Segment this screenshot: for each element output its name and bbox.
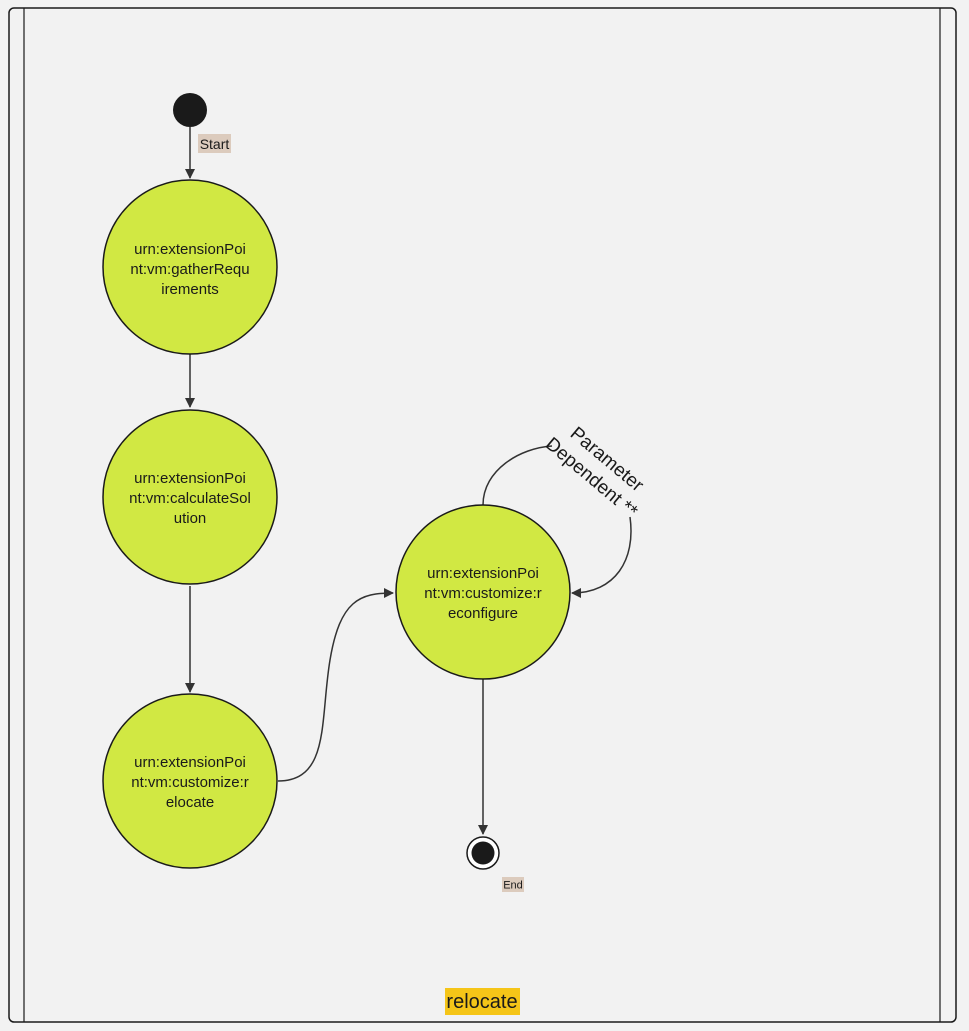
end-label: End	[503, 880, 523, 892]
node-calculate-solution-line-2: nt:vm:calculateSol	[129, 490, 251, 507]
node-customize-reconfigure-line-1: urn:extensionPoi	[427, 565, 539, 582]
start-circle	[173, 93, 207, 127]
node-customize-relocate-circle	[102, 693, 278, 869]
node-customize-relocate-line-3: elocate	[166, 794, 214, 811]
node-customize-reconfigure-line-2: nt:vm:customize:r	[424, 585, 542, 602]
edge-reconfigure-self-loop	[482, 445, 632, 593]
end-inner-dot	[471, 841, 495, 865]
frame-title-text: relocate	[446, 991, 517, 1013]
node-gather-requirements-line-1: urn:extensionPoi	[134, 241, 246, 258]
node-customize-reconfigure: urn:extensionPoi nt:vm:customize:r econf…	[395, 504, 571, 680]
edges	[185, 127, 632, 835]
end-node: End	[466, 836, 524, 892]
start-label: Start	[200, 136, 230, 152]
end-label-bg	[502, 877, 524, 892]
edge-relocate-to-reconfigure	[277, 588, 394, 782]
node-calculate-solution: urn:extensionPoi nt:vm:calculateSol utio…	[102, 409, 278, 585]
start-node: Start	[173, 93, 231, 153]
node-customize-relocate-line-1: urn:extensionPoi	[134, 754, 246, 771]
node-calculate-solution-circle	[102, 409, 278, 585]
node-gather-requirements: urn:extensionPoi nt:vm:gatherRequ iremen…	[102, 179, 278, 355]
frame-title: relocate	[445, 988, 520, 1015]
node-gather-requirements-line-3: irements	[161, 281, 219, 298]
node-customize-relocate-line-2: nt:vm:customize:r	[131, 774, 249, 791]
node-gather-requirements-circle	[102, 179, 278, 355]
start-label-bg	[198, 134, 231, 153]
node-customize-reconfigure-line-3: econfigure	[448, 605, 518, 622]
node-gather-requirements-line-2: nt:vm:gatherRequ	[130, 261, 249, 278]
node-calculate-solution-line-1: urn:extensionPoi	[134, 470, 246, 487]
node-customize-relocate: urn:extensionPoi nt:vm:customize:r eloca…	[102, 693, 278, 869]
frame-title-highlight	[445, 988, 520, 1015]
node-customize-reconfigure-circle	[395, 504, 571, 680]
node-calculate-solution-line-3: ution	[174, 510, 207, 527]
